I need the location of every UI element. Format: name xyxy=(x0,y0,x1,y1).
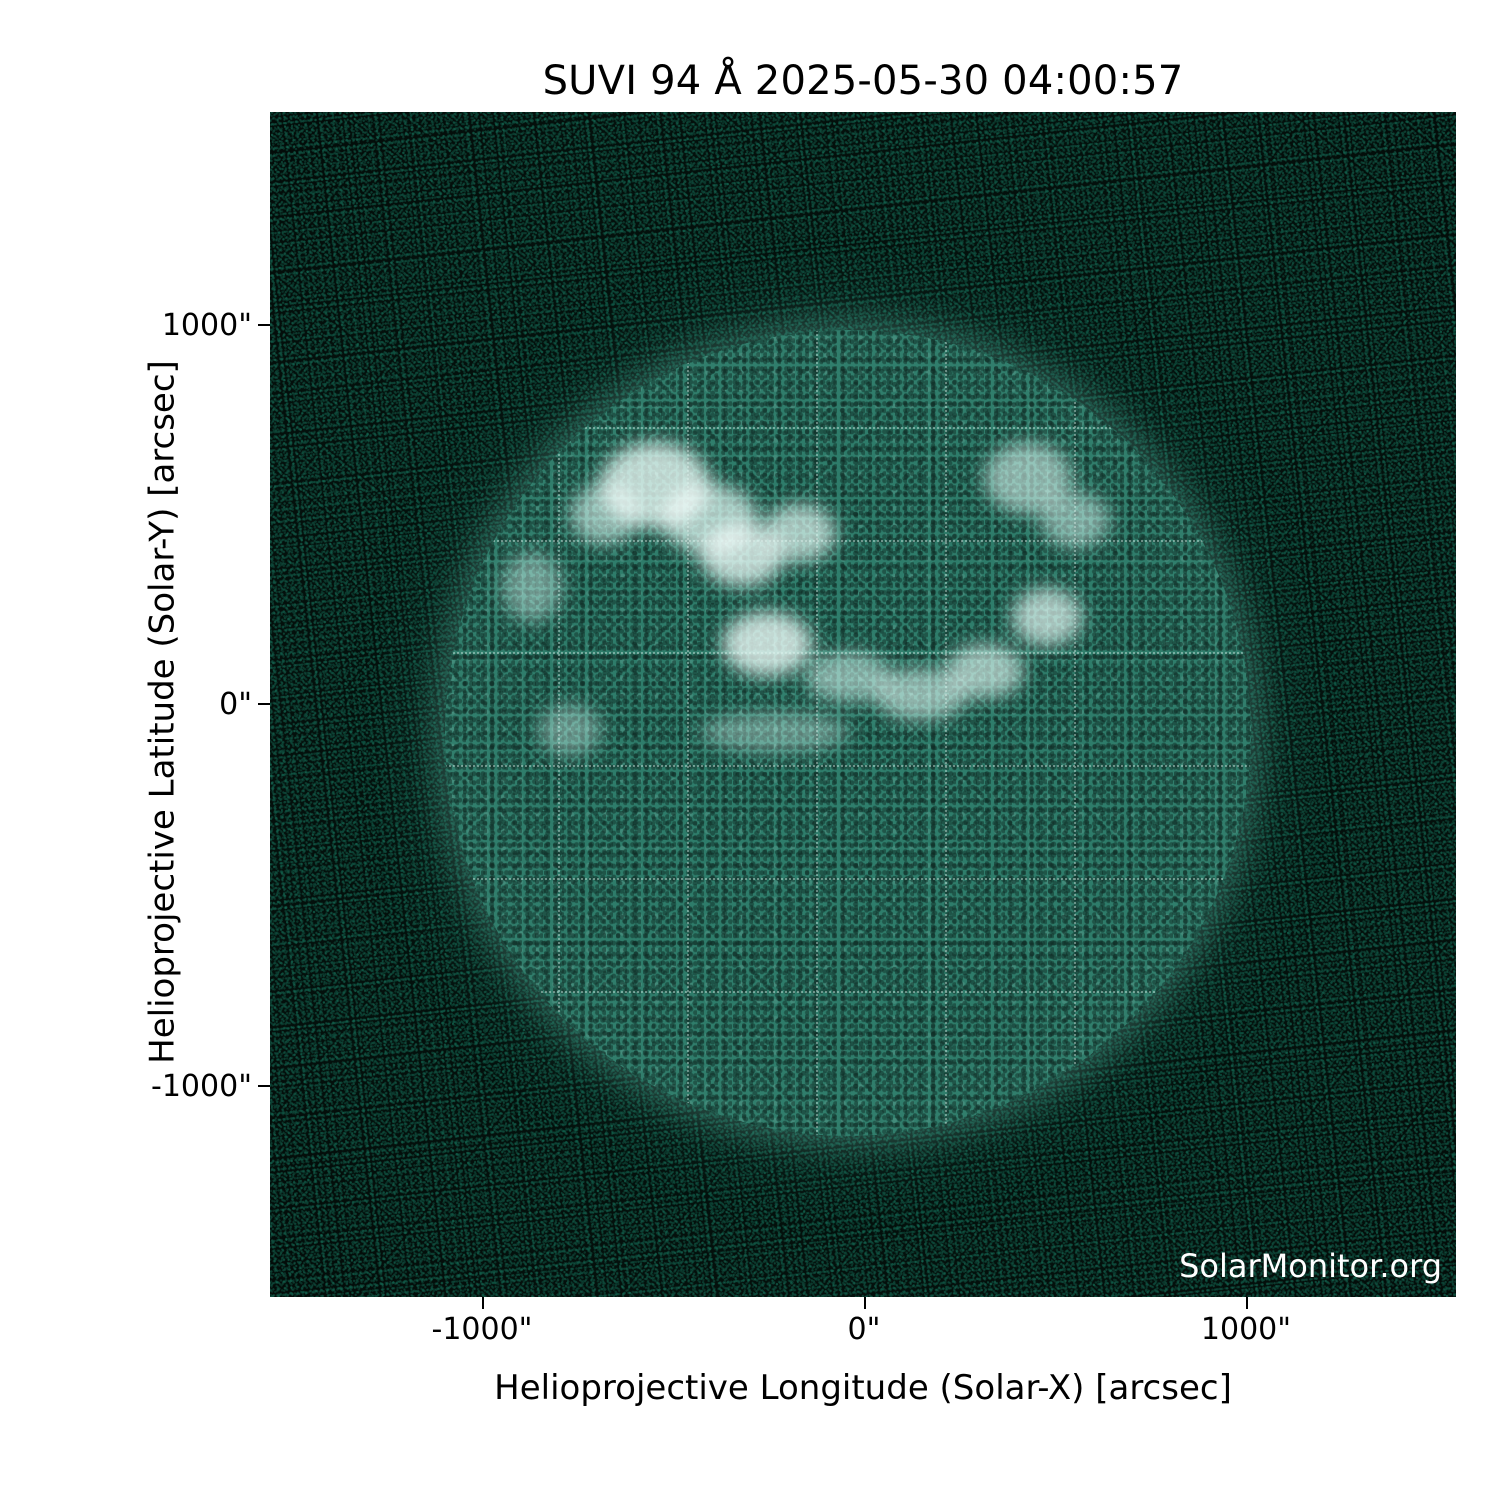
y-tick-mark xyxy=(258,703,270,705)
y-tick-mark xyxy=(258,1085,270,1087)
y-axis-title: Helioprojective Latitude (Solar-Y) [arcs… xyxy=(142,360,183,1064)
solar-disk-container xyxy=(270,112,1456,1297)
active-region xyxy=(1012,588,1082,646)
x-tick-label: -1000" xyxy=(431,1312,533,1347)
active-region xyxy=(722,612,812,676)
y-tick-label: -1000" xyxy=(151,1069,252,1104)
y-tick-label: 1000" xyxy=(161,308,252,343)
active-region xyxy=(1040,492,1110,548)
heliographic-grid xyxy=(445,330,1251,1136)
active-region xyxy=(570,484,640,544)
x-tick-label: 1000" xyxy=(1200,1312,1292,1347)
y-tick-label: 0" xyxy=(219,687,252,722)
active-region xyxy=(762,504,836,562)
x-tick-label: 0" xyxy=(847,1312,881,1347)
page-title: SUVI 94 Å 2025-05-30 04:00:57 xyxy=(542,58,1184,104)
watermark: SolarMonitor.org xyxy=(1179,1247,1442,1285)
active-region xyxy=(538,704,602,756)
solar-image-plot-area[interactable]: SolarMonitor.org xyxy=(270,112,1456,1297)
x-axis-title: Helioprojective Longitude (Solar-X) [arc… xyxy=(494,1368,1232,1408)
active-region xyxy=(502,552,562,622)
x-tick-mark xyxy=(864,1297,866,1309)
active-region xyxy=(946,644,1024,698)
x-tick-mark xyxy=(1246,1297,1248,1309)
active-region xyxy=(700,712,850,752)
x-tick-mark xyxy=(482,1297,484,1309)
y-tick-mark xyxy=(258,324,270,326)
